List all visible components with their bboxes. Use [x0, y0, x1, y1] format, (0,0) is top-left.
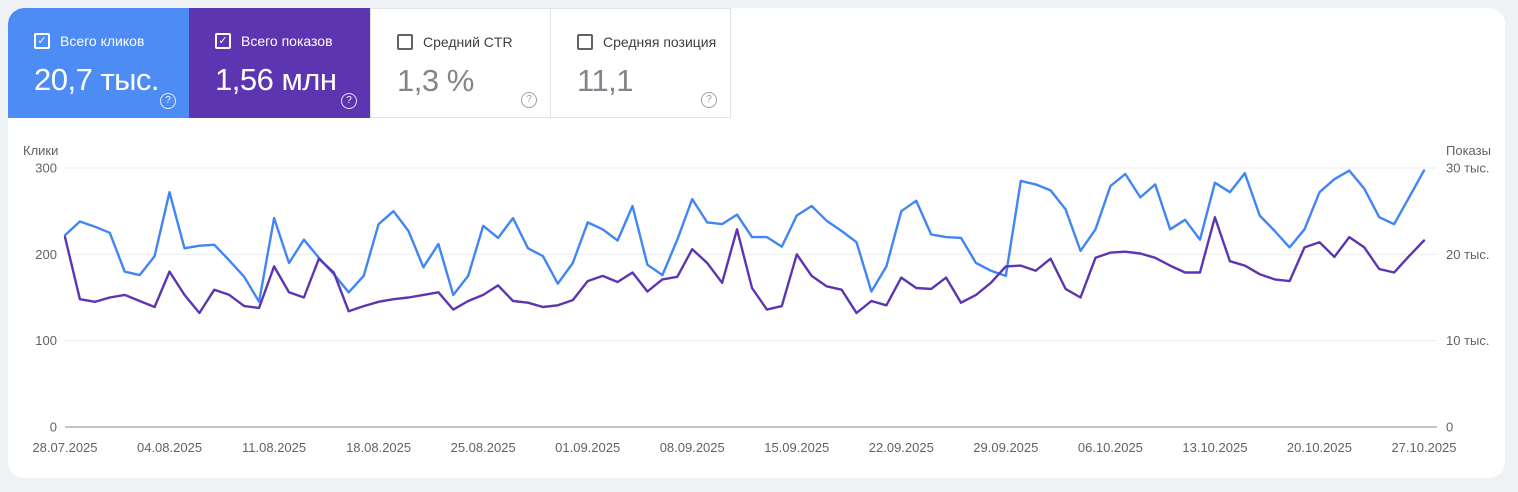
svg-text:Клики: Клики — [23, 143, 58, 158]
card-label: Всего показов — [241, 33, 333, 49]
total-impressions-value: 1,56 млн — [215, 62, 337, 97]
average-position-value: 11,1 — [577, 63, 634, 98]
checkbox-unchecked-icon[interactable] — [577, 34, 593, 50]
card-label: Всего кликов — [60, 33, 145, 49]
metric-card-average-position[interactable]: Средняя позиция 11,1 ? — [550, 8, 731, 118]
average-ctr-value: 1,3 % — [397, 63, 474, 98]
svg-text:10 тыс.: 10 тыс. — [1446, 333, 1489, 348]
metric-cards: ✓ Всего кликов 20,7 тыс. ? ✓ Всего показ… — [8, 8, 731, 118]
svg-text:300: 300 — [35, 161, 57, 176]
svg-text:15.09.2025: 15.09.2025 — [764, 440, 829, 455]
svg-text:18.08.2025: 18.08.2025 — [346, 440, 411, 455]
svg-text:06.10.2025: 06.10.2025 — [1078, 440, 1143, 455]
clicks-impressions-line-chart[interactable]: 300 30 тыс. 200 20 тыс. 100 10 тыс. 0 0 Клики Пок… — [8, 8, 1505, 478]
performance-panel: 300 30 тыс. 200 20 тыс. 100 10 тыс. 0 0 Клики Пок… — [8, 8, 1505, 478]
help-icon[interactable]: ? — [521, 92, 537, 108]
metric-card-average-ctr[interactable]: Средний CTR 1,3 % ? — [370, 8, 551, 118]
checkbox-unchecked-icon[interactable] — [397, 34, 413, 50]
help-icon[interactable]: ? — [701, 92, 717, 108]
metric-card-total-clicks[interactable]: ✓ Всего кликов 20,7 тыс. ? — [8, 8, 189, 118]
card-label: Средний CTR — [423, 34, 513, 50]
total-clicks-value: 20,7 тыс. — [34, 62, 160, 97]
svg-text:22.09.2025: 22.09.2025 — [869, 440, 934, 455]
checkbox-checked-icon[interactable]: ✓ — [215, 33, 231, 49]
svg-text:25.08.2025: 25.08.2025 — [451, 440, 516, 455]
svg-text:0: 0 — [50, 420, 57, 435]
svg-text:08.09.2025: 08.09.2025 — [660, 440, 725, 455]
help-icon[interactable]: ? — [160, 93, 176, 109]
svg-text:30 тыс.: 30 тыс. — [1446, 161, 1489, 176]
svg-text:11.08.2025: 11.08.2025 — [242, 440, 306, 455]
svg-text:0: 0 — [1446, 420, 1453, 435]
svg-text:28.07.2025: 28.07.2025 — [32, 440, 97, 455]
svg-text:20 тыс.: 20 тыс. — [1446, 247, 1489, 262]
performance-chart[interactable]: 300 30 тыс. 200 20 тыс. 100 10 тыс. 0 0 Клики Пок… — [8, 8, 1505, 478]
svg-text:100: 100 — [35, 333, 57, 348]
svg-text:20.10.2025: 20.10.2025 — [1287, 440, 1352, 455]
svg-text:13.10.2025: 13.10.2025 — [1182, 440, 1247, 455]
svg-text:27.10.2025: 27.10.2025 — [1391, 440, 1456, 455]
card-label: Средняя позиция — [603, 34, 717, 50]
svg-text:01.09.2025: 01.09.2025 — [555, 440, 620, 455]
metric-card-total-impressions[interactable]: ✓ Всего показов 1,56 млн ? — [189, 8, 370, 118]
checkbox-checked-icon[interactable]: ✓ — [34, 33, 50, 49]
svg-text:200: 200 — [35, 247, 57, 262]
svg-text:Показы: Показы — [1446, 143, 1491, 158]
help-icon[interactable]: ? — [341, 93, 357, 109]
svg-text:29.09.2025: 29.09.2025 — [973, 440, 1038, 455]
svg-text:04.08.2025: 04.08.2025 — [137, 440, 202, 455]
